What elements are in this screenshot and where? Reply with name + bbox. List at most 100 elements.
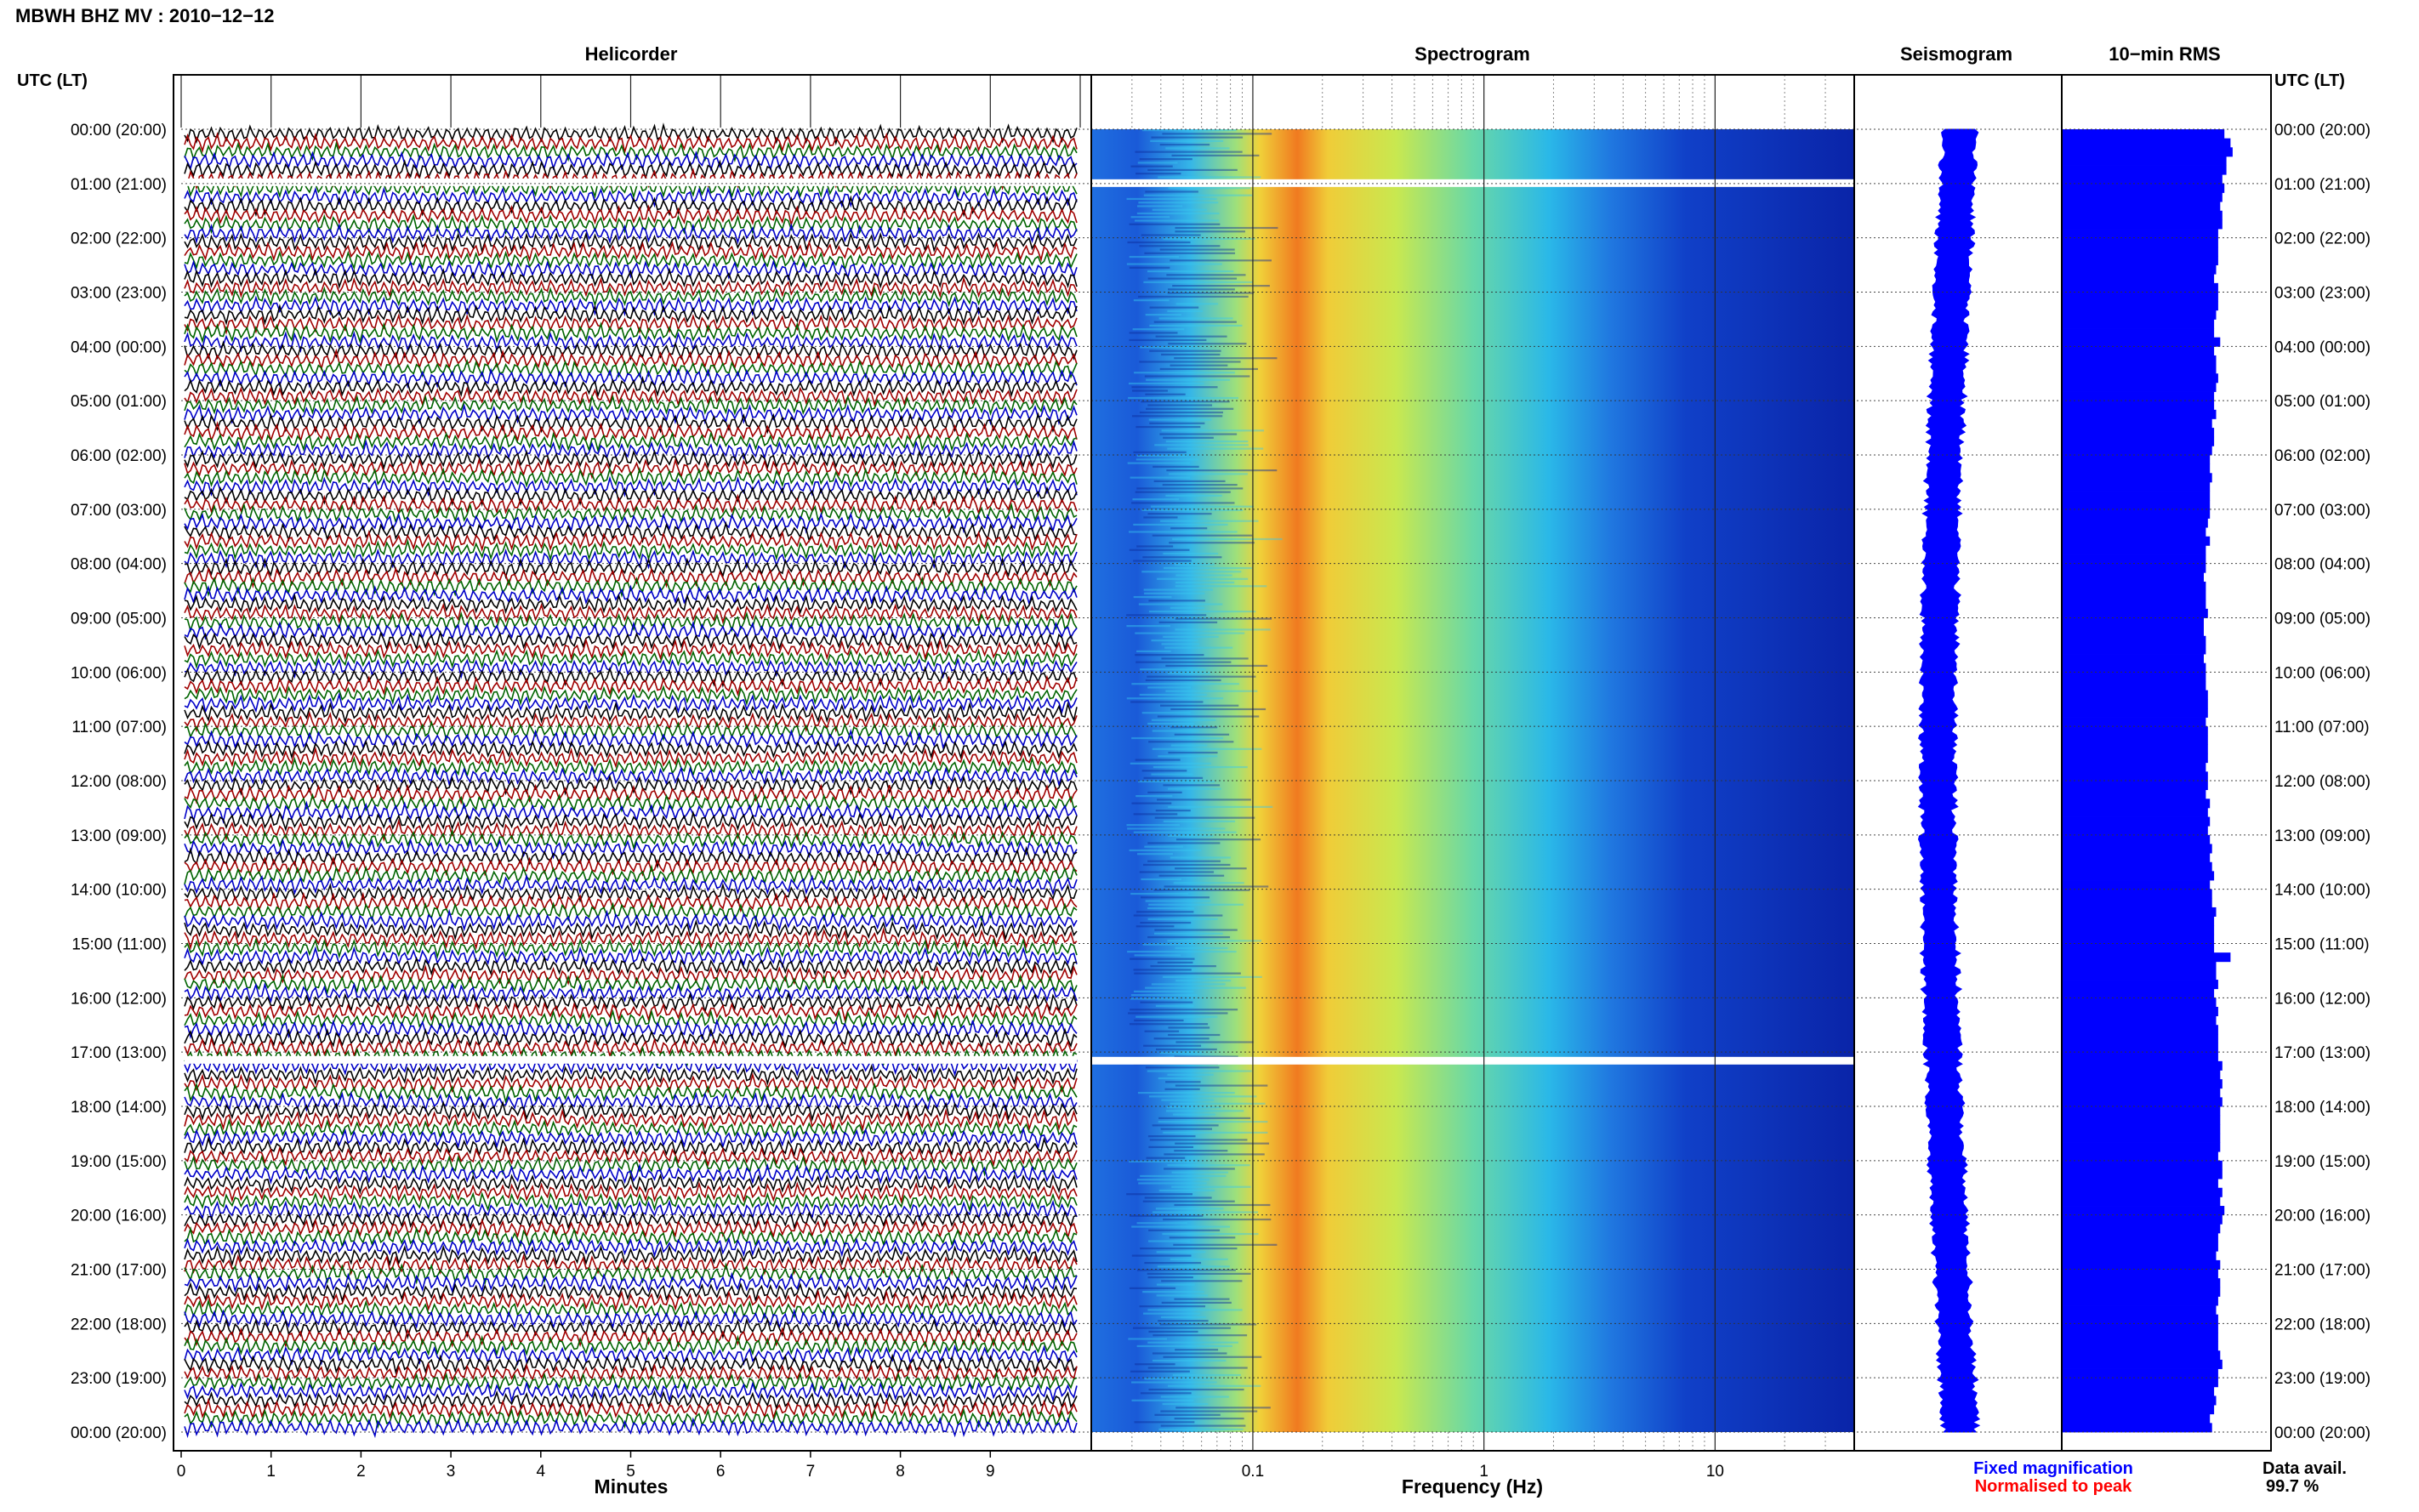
spectrogram-streak bbox=[1175, 585, 1267, 588]
rms-bar bbox=[2062, 826, 2208, 836]
time-label-right: 11:00 (07:00) bbox=[2274, 719, 2370, 736]
spectrogram-streak bbox=[1169, 542, 1255, 544]
helicorder-trace bbox=[184, 448, 1078, 470]
spectrogram-streak bbox=[1150, 139, 1224, 142]
spectrogram-streak bbox=[1165, 440, 1249, 443]
spectrogram-streak bbox=[1154, 929, 1238, 931]
helicorder-trace bbox=[184, 1181, 1078, 1204]
rms-bar bbox=[2062, 1097, 2223, 1107]
spectrogram-streak bbox=[1137, 162, 1178, 164]
spectrogram-streak bbox=[1163, 975, 1262, 978]
minutes-tick-label: 7 bbox=[806, 1463, 816, 1481]
time-label-right: 20:00 (16:00) bbox=[2274, 1208, 2371, 1225]
spectrogram-streak bbox=[1148, 1095, 1257, 1098]
spectrogram-streak bbox=[1167, 940, 1262, 942]
rms-bar bbox=[2062, 174, 2223, 185]
rms-bar bbox=[2062, 662, 2206, 673]
spectrogram-streak bbox=[1140, 346, 1192, 349]
spectrogram-data-gap bbox=[1091, 1056, 1854, 1065]
spectrogram-streak bbox=[1167, 1164, 1250, 1167]
spectrogram-streak bbox=[1147, 907, 1195, 910]
time-label-right: 05:00 (01:00) bbox=[2274, 393, 2371, 411]
rms-bar bbox=[2062, 1169, 2223, 1179]
spectrogram-streak bbox=[1141, 878, 1182, 881]
spectrogram-streak bbox=[1136, 650, 1171, 652]
spectrogram-streak bbox=[1129, 266, 1170, 269]
spectrogram-streak bbox=[1153, 765, 1248, 769]
spectrogram-streak bbox=[1157, 577, 1249, 580]
spectrogram-streak bbox=[1143, 1312, 1200, 1315]
spectrogram-streak bbox=[1158, 1117, 1251, 1119]
helicorder-trace bbox=[184, 1027, 1078, 1050]
spectrogram-streak bbox=[1153, 1037, 1210, 1040]
spectrogram-streak bbox=[1145, 314, 1182, 316]
spectrogram-streak bbox=[1135, 632, 1245, 634]
spectrogram-streak bbox=[1131, 1254, 1192, 1257]
spectrogram-streak bbox=[1131, 502, 1235, 504]
spectrogram-streak bbox=[1147, 270, 1234, 273]
time-label-left: 05:00 (01:00) bbox=[71, 393, 167, 411]
rms-bar bbox=[2062, 545, 2206, 555]
spectrogram-streak bbox=[1175, 581, 1235, 584]
spectrogram-streak bbox=[1141, 571, 1242, 573]
rms-bar bbox=[2062, 907, 2217, 917]
time-label-right: 17:00 (13:00) bbox=[2274, 1044, 2371, 1062]
helicorder-trace bbox=[184, 1288, 1078, 1312]
rms-bar bbox=[2062, 255, 2218, 265]
spectrogram-streak bbox=[1147, 675, 1256, 678]
rms-bar bbox=[2062, 1197, 2221, 1207]
spectrogram-streak bbox=[1174, 563, 1215, 566]
spectrogram-streak bbox=[1135, 491, 1231, 493]
spectrogram-streak bbox=[1139, 245, 1221, 247]
helicorder-trace bbox=[184, 276, 1078, 298]
spectrogram-streak bbox=[1154, 444, 1249, 446]
spectrogram-streak bbox=[1174, 1055, 1238, 1058]
spectrogram-streak bbox=[1141, 129, 1237, 132]
spectrogram-streak bbox=[1141, 712, 1191, 714]
spectrogram-streak bbox=[1153, 321, 1237, 323]
spectrogram-streak bbox=[1167, 672, 1210, 674]
spectrogram-streak bbox=[1158, 1189, 1215, 1192]
spectrogram-streak bbox=[1126, 625, 1170, 628]
helicorder-trace bbox=[184, 1145, 1078, 1168]
spectrogram-streak bbox=[1130, 476, 1191, 479]
time-label-left: 17:00 (13:00) bbox=[71, 1044, 167, 1062]
spectrogram-streak bbox=[1130, 1009, 1238, 1011]
spectrogram-streak bbox=[1147, 1135, 1196, 1138]
rms-bar bbox=[2062, 1350, 2221, 1361]
spectrogram-streak bbox=[1133, 523, 1228, 526]
spectrogram-streak bbox=[1131, 736, 1224, 740]
time-label-right: 03:00 (23:00) bbox=[2274, 285, 2371, 303]
helicorder-trace bbox=[184, 1298, 1078, 1321]
spectrogram-streak bbox=[1175, 303, 1219, 305]
helicorder-trace bbox=[184, 1236, 1078, 1259]
rms-bar bbox=[2062, 600, 2206, 610]
minutes-tick-label: 5 bbox=[626, 1463, 635, 1481]
spectrogram-streak bbox=[1147, 277, 1238, 280]
spectrogram-streak bbox=[1154, 816, 1255, 819]
rms-bar bbox=[2062, 581, 2206, 591]
rms-bar bbox=[2062, 310, 2217, 320]
spectrogram-streak bbox=[1174, 357, 1278, 360]
rms-bar bbox=[2062, 789, 2206, 799]
spectrogram-streak bbox=[1149, 350, 1221, 352]
spectrogram-streak bbox=[1145, 1066, 1220, 1069]
spectrogram-streak bbox=[1126, 697, 1224, 700]
spectrogram-streak bbox=[1175, 1407, 1271, 1409]
spectrogram-streak bbox=[1170, 364, 1228, 367]
helicorder-trace bbox=[184, 629, 1078, 651]
rms-bar bbox=[2062, 527, 2206, 537]
rms-bar bbox=[2062, 617, 2204, 628]
helicorder-trace bbox=[184, 873, 1078, 896]
spectrogram-streak bbox=[1170, 527, 1208, 530]
rms-bar bbox=[2062, 229, 2218, 239]
spectrogram-streak bbox=[1174, 1298, 1230, 1300]
spectrogram-streak bbox=[1140, 1174, 1227, 1178]
helicorder-trace bbox=[184, 466, 1078, 488]
spectrogram-streak bbox=[1130, 892, 1189, 895]
time-label-right: 23:00 (19:00) bbox=[2274, 1370, 2371, 1388]
spectrogram-streak bbox=[1126, 1193, 1193, 1196]
spectrogram-streak bbox=[1161, 1099, 1215, 1101]
rms-bar bbox=[2062, 590, 2206, 600]
rms-bar bbox=[2062, 264, 2217, 275]
